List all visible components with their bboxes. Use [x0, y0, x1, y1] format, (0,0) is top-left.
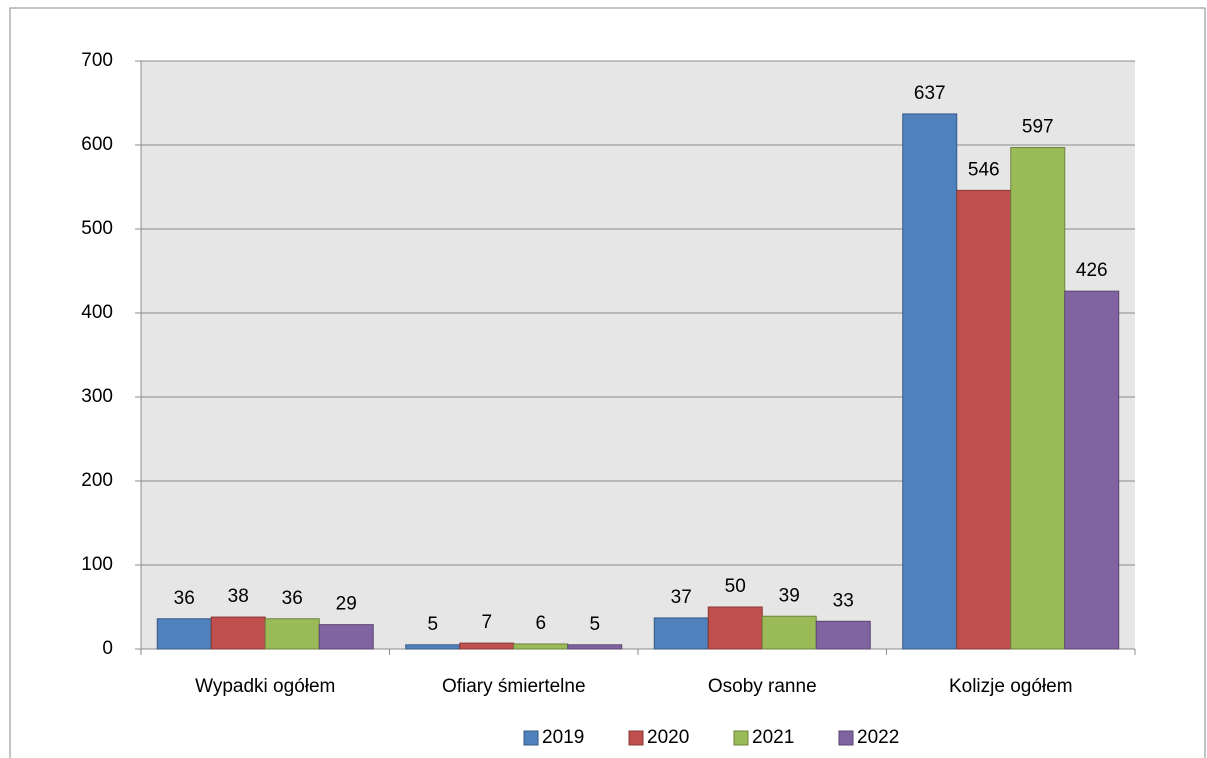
legend-swatch — [838, 730, 854, 746]
bar — [210, 616, 266, 650]
y-tick-label: 200 — [81, 470, 113, 491]
bar — [567, 644, 623, 650]
y-tick-label: 400 — [81, 302, 113, 323]
y-tick-label: 600 — [81, 134, 113, 155]
data-label: 5 — [427, 614, 438, 635]
data-label: 29 — [336, 594, 357, 615]
y-tick-label: 700 — [81, 50, 113, 71]
bar — [1064, 290, 1120, 650]
data-label: 33 — [833, 590, 854, 611]
bar — [318, 624, 374, 650]
bar — [264, 618, 320, 650]
y-tick-label: 0 — [102, 638, 113, 659]
x-tick-label: Kolizje ogółem — [949, 676, 1073, 697]
legend-label: 2019 — [542, 727, 584, 748]
bar — [513, 643, 569, 650]
legend-swatch — [733, 730, 749, 746]
data-label: 38 — [228, 586, 249, 607]
data-label: 637 — [914, 83, 946, 104]
legend-label: 2020 — [647, 727, 689, 748]
data-label: 597 — [1022, 117, 1054, 138]
x-tick-label: Osoby ranne — [708, 676, 817, 697]
y-tick-label: 500 — [81, 218, 113, 239]
bar — [902, 113, 958, 650]
data-label: 5 — [589, 614, 600, 635]
bar — [956, 189, 1012, 650]
data-label: 426 — [1076, 260, 1108, 281]
bar — [761, 615, 817, 650]
data-label: 6 — [535, 613, 546, 634]
legend-swatch — [523, 730, 539, 746]
bar — [653, 617, 709, 650]
x-tick-label: Ofiary śmiertelne — [442, 676, 586, 697]
bar — [1010, 147, 1066, 650]
x-tick-label: Wypadki ogółem — [195, 676, 335, 697]
data-label: 546 — [968, 159, 1000, 180]
bar — [405, 644, 461, 650]
data-label: 50 — [725, 576, 746, 597]
y-tick-label: 100 — [81, 554, 113, 575]
data-label: 37 — [671, 587, 692, 608]
legend-swatch — [628, 730, 644, 746]
data-label: 39 — [779, 585, 800, 606]
bar — [707, 606, 763, 650]
legend-label: 2021 — [752, 727, 794, 748]
legend-label: 2022 — [857, 727, 899, 748]
data-label: 36 — [174, 588, 195, 609]
data-label: 7 — [481, 612, 492, 633]
bar — [156, 618, 212, 650]
bar — [459, 642, 515, 650]
y-tick-label: 300 — [81, 386, 113, 407]
bar — [815, 620, 871, 650]
data-label: 36 — [282, 588, 303, 609]
